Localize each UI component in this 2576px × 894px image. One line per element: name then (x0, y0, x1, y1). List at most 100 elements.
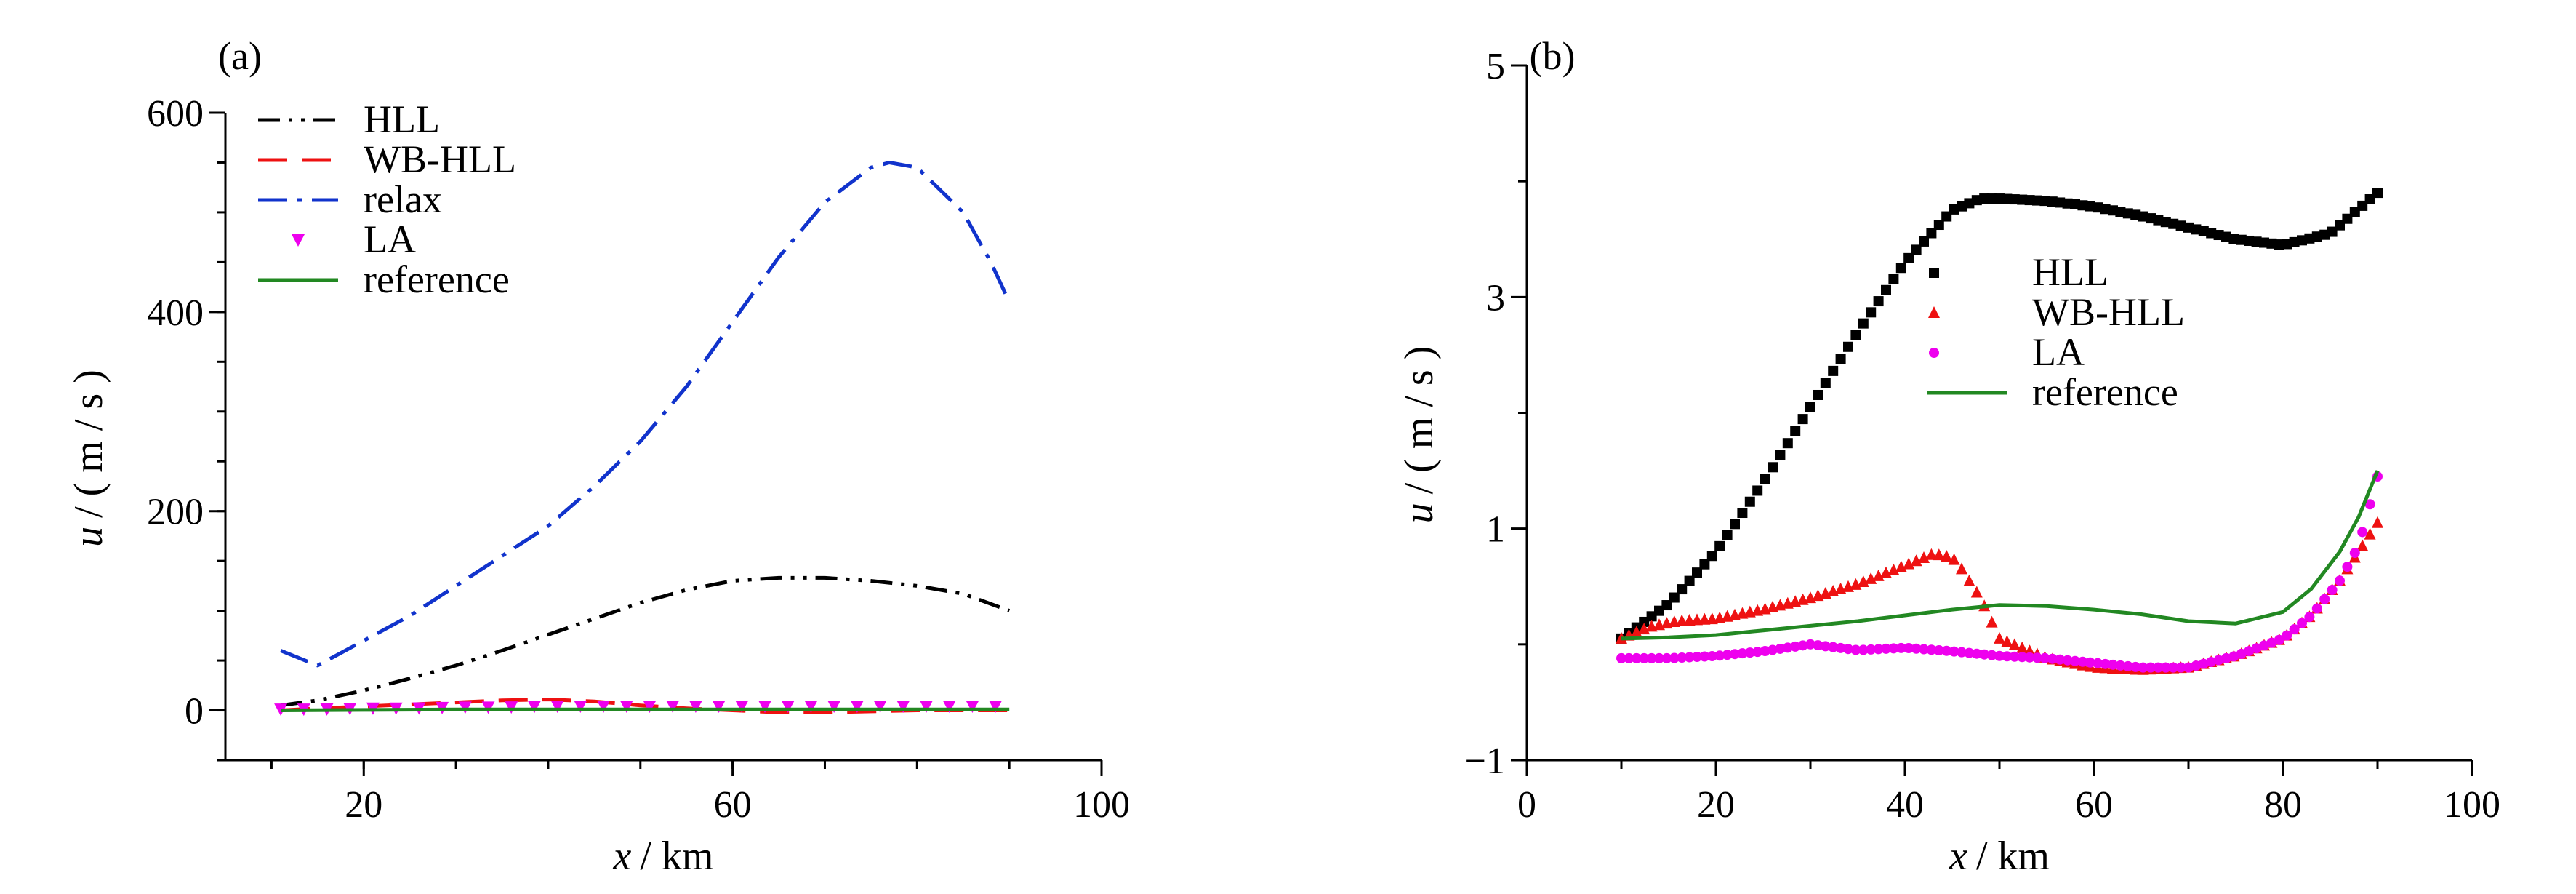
data-point (1994, 631, 2005, 644)
data-point (1737, 648, 1748, 659)
data-point (1956, 562, 1967, 575)
data-point (1661, 600, 1672, 611)
data-point (942, 701, 956, 714)
data-point (1790, 641, 1801, 652)
data-point (2115, 660, 2126, 671)
data-point (1775, 643, 1786, 654)
x-tick-label: 60 (2075, 784, 2113, 826)
x-tick-label: 100 (1073, 784, 1130, 826)
data-point (2016, 641, 2029, 653)
data-point (2356, 539, 2369, 551)
data-point (2160, 662, 2171, 673)
x-axis-label: x / km (1949, 834, 2050, 879)
data-point (1850, 330, 1861, 340)
data-point (1684, 652, 1695, 663)
data-point (1970, 586, 1983, 598)
data-point (619, 701, 633, 714)
legend-marker (292, 234, 305, 247)
data-point (1941, 550, 1953, 562)
data-point (1683, 614, 1696, 626)
data-point (1624, 652, 1634, 663)
data-point (1850, 644, 1861, 655)
data-point (505, 701, 518, 714)
data-point (2304, 612, 2315, 623)
series-hll (280, 575, 1011, 708)
data-point (1805, 639, 1815, 650)
data-point (1911, 244, 1922, 255)
data-point (2130, 661, 2141, 672)
data-point (1835, 354, 1846, 364)
series-la (1616, 471, 2383, 673)
data-point (1971, 648, 1982, 659)
data-point (1887, 563, 1900, 575)
y-axis-label-unit: / ( m / s ) (1397, 346, 1442, 495)
data-point (1639, 652, 1650, 663)
data-point (2364, 499, 2375, 510)
data-point (1858, 644, 1869, 655)
x-axis-label-var: x (613, 834, 632, 879)
data-point (758, 701, 772, 714)
data-point (1872, 569, 1885, 581)
data-point (1903, 642, 1914, 653)
data-point (1752, 647, 1763, 658)
data-point (1692, 567, 1702, 578)
data-point (1925, 548, 1938, 560)
data-point (1654, 652, 1664, 663)
data-point (1843, 341, 1853, 352)
legend-label: LA (2032, 330, 2085, 374)
data-point (1706, 551, 1717, 562)
data-point (1684, 575, 1695, 586)
data-point (1919, 236, 1929, 247)
legend-label: HLL (364, 97, 440, 141)
data-point (1669, 592, 1680, 603)
data-point (1631, 652, 1642, 663)
series-line (1621, 470, 2380, 641)
data-point (2039, 652, 2050, 663)
y-axis-label-unit: / ( m / s ) (66, 370, 111, 518)
data-point (1677, 584, 1688, 595)
legend-label: relax (364, 177, 442, 221)
data-point (1888, 274, 1899, 284)
data-point (2364, 527, 2376, 540)
data-point (2070, 655, 2080, 666)
data-point (1813, 389, 1823, 400)
data-point (2093, 658, 2103, 668)
data-point (1903, 557, 1915, 570)
series-relax (280, 161, 1011, 668)
data-point (1730, 519, 1740, 530)
data-point (735, 701, 749, 714)
data-point (989, 701, 1003, 714)
series-hll (1616, 188, 2383, 644)
data-point (1895, 263, 1906, 274)
data-point (1873, 296, 1884, 307)
y-tick-label: 0 (185, 691, 204, 733)
data-point (896, 701, 910, 714)
y-tick-label: 200 (147, 492, 204, 533)
series-line (280, 161, 1011, 668)
data-point (1866, 307, 1877, 318)
data-point (550, 701, 564, 714)
data-point (1957, 647, 1967, 658)
data-point (1706, 651, 1717, 662)
chart-panel-b: 0 20 40 60 80 100 −1 1 3 5 (b) x / km u / ( m / s ) HLL… (1397, 34, 2500, 879)
data-point (2168, 662, 2179, 673)
panel-label: (a) (218, 34, 262, 78)
data-point (1722, 650, 1733, 660)
data-point (2319, 594, 2330, 604)
data-point (1714, 540, 1725, 551)
data-point (1744, 647, 1755, 658)
data-point (597, 701, 611, 714)
data-point (643, 701, 657, 714)
y-axis-label: u / ( m / s ) (1397, 346, 1442, 524)
legend-label: HLL (2032, 250, 2108, 294)
data-point (1661, 652, 1672, 663)
x-tick-label: 100 (2444, 784, 2500, 826)
x-tick-label: 20 (1697, 784, 1735, 826)
data-point (1820, 641, 1831, 652)
data-point (1888, 643, 1899, 654)
data-point (2002, 651, 2013, 662)
y-tick-label: 400 (147, 292, 204, 334)
data-point (1790, 426, 1801, 436)
